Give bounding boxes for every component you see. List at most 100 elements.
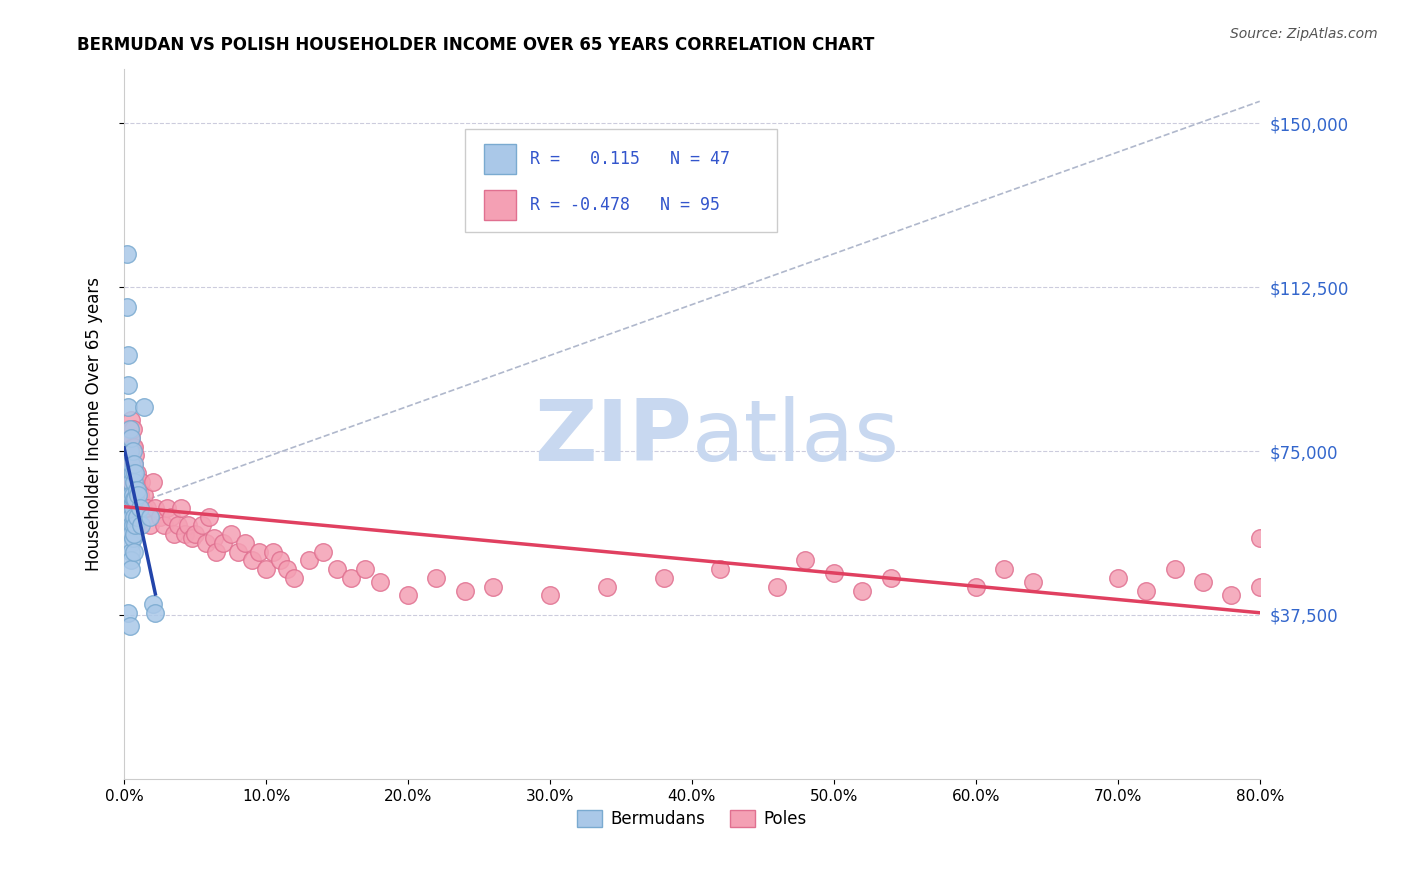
Point	[120, 431, 142, 445]
Point	[118, 444, 141, 458]
Point	[121, 518, 143, 533]
Point	[121, 444, 143, 458]
Point	[124, 518, 146, 533]
Point	[177, 518, 200, 533]
Point	[124, 466, 146, 480]
Point	[128, 500, 150, 515]
Point	[120, 527, 142, 541]
Point	[120, 457, 142, 471]
Point	[138, 518, 160, 533]
Point	[118, 431, 141, 445]
Y-axis label: Householder Income Over 65 years: Householder Income Over 65 years	[86, 277, 103, 571]
Point	[1021, 575, 1043, 590]
Point	[170, 500, 193, 515]
Point	[143, 606, 166, 620]
Point	[1135, 583, 1157, 598]
Point	[276, 562, 298, 576]
Point	[117, 348, 139, 362]
Point	[118, 619, 141, 633]
Point	[1249, 580, 1271, 594]
Point	[122, 475, 145, 489]
Text: Source: ZipAtlas.com: Source: ZipAtlas.com	[1230, 27, 1378, 41]
Point	[120, 518, 142, 533]
Point	[135, 500, 157, 515]
FancyBboxPatch shape	[484, 190, 516, 219]
Point	[195, 536, 218, 550]
Point	[115, 247, 138, 261]
Point	[965, 580, 987, 594]
Point	[121, 488, 143, 502]
Point	[129, 475, 152, 489]
Point	[340, 571, 363, 585]
Point	[174, 527, 197, 541]
Point	[269, 553, 291, 567]
Point	[794, 553, 817, 567]
Point	[125, 483, 148, 498]
Point	[156, 500, 179, 515]
Point	[121, 500, 143, 515]
Point	[122, 440, 145, 454]
Text: R = -0.478   N = 95: R = -0.478 N = 95	[530, 196, 720, 214]
Point	[425, 571, 447, 585]
Point	[141, 597, 163, 611]
Point	[993, 562, 1015, 576]
Text: BERMUDAN VS POLISH HOUSEHOLDER INCOME OVER 65 YEARS CORRELATION CHART: BERMUDAN VS POLISH HOUSEHOLDER INCOME OV…	[77, 36, 875, 54]
Point	[191, 518, 214, 533]
Point	[124, 518, 146, 533]
Point	[1192, 575, 1215, 590]
Point	[118, 457, 141, 471]
Point	[125, 500, 148, 515]
Point	[120, 413, 142, 427]
Point	[766, 580, 789, 594]
Point	[117, 401, 139, 415]
Point	[129, 518, 152, 533]
Point	[198, 509, 221, 524]
Point	[118, 488, 141, 502]
Point	[143, 500, 166, 515]
Point	[131, 500, 153, 515]
Point	[120, 475, 142, 489]
Point	[709, 562, 731, 576]
Point	[121, 440, 143, 454]
Point	[124, 483, 146, 498]
Point	[226, 544, 249, 558]
Point	[122, 492, 145, 507]
Point	[117, 422, 139, 436]
Point	[124, 466, 146, 480]
Point	[122, 475, 145, 489]
Point	[134, 509, 156, 524]
Point	[368, 575, 391, 590]
Point	[283, 571, 305, 585]
Point	[1249, 532, 1271, 546]
FancyBboxPatch shape	[465, 129, 778, 232]
Point	[851, 583, 873, 598]
Point	[120, 553, 142, 567]
Point	[120, 488, 142, 502]
Point	[120, 449, 142, 463]
Point	[124, 492, 146, 507]
Point	[254, 562, 277, 576]
Point	[125, 466, 148, 480]
Text: atlas: atlas	[692, 396, 900, 479]
Point	[312, 544, 335, 558]
Point	[652, 571, 675, 585]
Point	[120, 562, 142, 576]
Point	[122, 544, 145, 558]
Point	[1163, 562, 1185, 576]
Point	[118, 422, 141, 436]
Point	[202, 532, 225, 546]
Point	[120, 544, 142, 558]
Point	[596, 580, 619, 594]
Point	[120, 536, 142, 550]
Point	[121, 532, 143, 546]
Point	[1220, 588, 1243, 602]
Point	[160, 509, 183, 524]
Point	[879, 571, 901, 585]
Point	[354, 562, 377, 576]
Point	[120, 500, 142, 515]
Point	[538, 588, 561, 602]
Point	[184, 527, 207, 541]
Legend: Bermudans, Poles: Bermudans, Poles	[571, 803, 814, 835]
Point	[149, 509, 172, 524]
Point	[125, 483, 148, 498]
